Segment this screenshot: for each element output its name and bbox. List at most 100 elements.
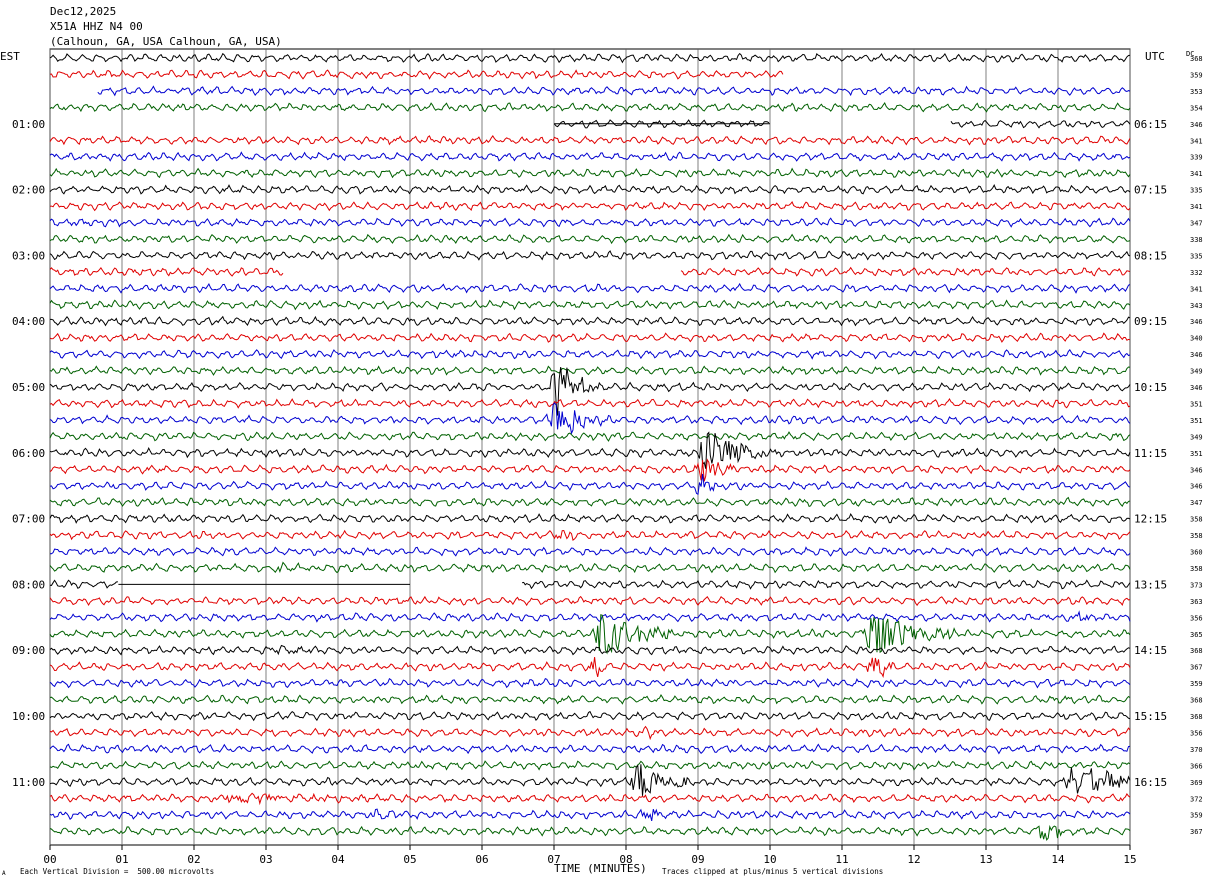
- hour-label-est: 03:00: [12, 249, 45, 262]
- x-tick-label: 05: [403, 853, 416, 866]
- x-tick-label: 04: [331, 853, 345, 866]
- hour-label-utc: 12:15: [1134, 513, 1167, 526]
- hour-label-est: 06:00: [12, 447, 45, 460]
- seismic-trace: [49, 402, 1131, 435]
- dc-offset-value: 346: [1190, 351, 1203, 359]
- seismic-trace: [49, 69, 784, 80]
- dc-offset-value: 359: [1190, 812, 1203, 820]
- hour-label-est: 09:00: [12, 644, 45, 657]
- seismic-trace: [49, 365, 1131, 376]
- hour-label-est: 04:00: [12, 315, 45, 328]
- x-tick-label: 12: [907, 853, 920, 866]
- seismic-trace: [49, 644, 1131, 656]
- hour-label-utc: 13:15: [1134, 578, 1167, 591]
- seismic-trace: [49, 614, 1131, 655]
- dc-offset-value: 373: [1190, 581, 1203, 589]
- dc-offset-value: 358: [1190, 565, 1203, 573]
- seismic-trace: [97, 85, 1131, 97]
- seismic-trace: [49, 233, 1131, 245]
- dc-offset-value: 370: [1190, 746, 1203, 754]
- dc-offset-value: 340: [1190, 335, 1203, 343]
- dc-offset-value: 372: [1190, 795, 1203, 803]
- seismic-trace: [49, 282, 1131, 294]
- corner-mark: A: [2, 870, 6, 877]
- dc-offset-value: 367: [1190, 828, 1203, 836]
- seismic-trace: [50, 315, 1131, 327]
- clip-note: Traces clipped at plus/minus 5 vertical …: [662, 867, 884, 876]
- hour-label-utc: 07:15: [1134, 184, 1167, 197]
- dc-offset-value: 358: [1190, 532, 1203, 540]
- x-tick-label: 02: [187, 853, 200, 866]
- dc-offset-value: 353: [1190, 88, 1203, 96]
- seismic-trace: [49, 458, 1131, 482]
- seismic-trace: [49, 743, 1131, 755]
- seismic-trace: [49, 677, 1131, 689]
- dc-offset-value: 341: [1190, 203, 1203, 211]
- hour-label-utc: 06:15: [1134, 118, 1167, 131]
- seismic-trace: [49, 473, 1131, 495]
- x-tick-label: 07: [547, 853, 560, 866]
- x-axis-title: TIME (MINUTES): [554, 862, 647, 875]
- dc-offset-value: 349: [1190, 368, 1203, 376]
- hour-label-est: 07:00: [12, 513, 45, 526]
- seismic-trace: [49, 764, 1131, 796]
- seismic-trace: [49, 151, 1131, 162]
- seismic-trace: [49, 760, 1131, 771]
- seismic-trace: [49, 135, 1131, 146]
- dc-offset-value: 358: [1190, 516, 1203, 524]
- seismic-trace: [49, 431, 1131, 469]
- seismic-trace: [49, 513, 1131, 524]
- dc-offset-value: 346: [1190, 466, 1203, 474]
- seismic-trace: [49, 167, 1131, 179]
- hour-label-utc: 15:15: [1134, 710, 1167, 723]
- x-tick-label: 13: [979, 853, 992, 866]
- dc-offset-value: 368: [1190, 55, 1203, 63]
- seismic-trace: [49, 693, 1131, 705]
- hour-label-est: 10:00: [12, 710, 45, 723]
- seismic-trace: [49, 610, 1131, 623]
- scale-note: Each Vertical Division = 500.00 microvol…: [20, 867, 215, 876]
- dc-offset-value: 368: [1190, 697, 1203, 705]
- dc-offset-value: 360: [1190, 549, 1203, 557]
- dc-offset-value: 354: [1190, 104, 1203, 112]
- dc-offset-value: 356: [1190, 614, 1203, 622]
- seismic-trace: [49, 595, 1131, 607]
- seismic-trace: [49, 710, 1131, 722]
- seismic-trace: [49, 348, 1131, 360]
- x-tick-label: 03: [259, 853, 272, 866]
- dc-offset-value: 351: [1190, 450, 1203, 458]
- dc-offset-value: 346: [1190, 384, 1203, 392]
- dc-offset-value: 363: [1190, 598, 1203, 606]
- x-tick-label: 08: [619, 853, 632, 866]
- station-location: (Calhoun, GA, USA Calhoun, GA, USA): [50, 35, 282, 48]
- dc-offset-value: 359: [1190, 680, 1203, 688]
- left-timezone-label: EST: [0, 50, 20, 63]
- seismic-trace: [49, 366, 1131, 416]
- x-tick-label: 14: [1051, 853, 1065, 866]
- seismic-trace: [49, 184, 1131, 195]
- dc-offset-value: 341: [1190, 137, 1203, 145]
- dc-offset-value: 341: [1190, 170, 1203, 178]
- seismic-trace: [49, 250, 1131, 261]
- dc-offset-value: 343: [1190, 302, 1203, 310]
- dc-offset-value: 349: [1190, 433, 1203, 441]
- seismic-trace: [49, 101, 1131, 113]
- dc-offset-value: 335: [1190, 187, 1203, 195]
- seismic-trace: [49, 546, 1131, 557]
- dc-offset-value: 369: [1190, 779, 1203, 787]
- hour-label-utc: 11:15: [1134, 447, 1167, 460]
- dc-offset-value: 341: [1190, 285, 1203, 293]
- dc-offset-value: 339: [1190, 154, 1203, 162]
- seismic-trace: [49, 201, 1131, 212]
- hour-label-est: 01:00: [12, 118, 45, 131]
- dc-offset-value: 367: [1190, 664, 1203, 672]
- x-tick-label: 09: [691, 853, 704, 866]
- dc-offset-value: 368: [1190, 713, 1203, 721]
- hour-label-utc: 08:15: [1134, 249, 1167, 262]
- hour-label-est: 11:00: [12, 776, 45, 789]
- seismic-trace: [49, 299, 1131, 311]
- right-timezone-label: UTC: [1145, 50, 1165, 63]
- dc-offset-value: 351: [1190, 417, 1203, 425]
- station-code: X51A HHZ N4 00: [50, 20, 143, 33]
- seismic-trace: [49, 656, 1131, 678]
